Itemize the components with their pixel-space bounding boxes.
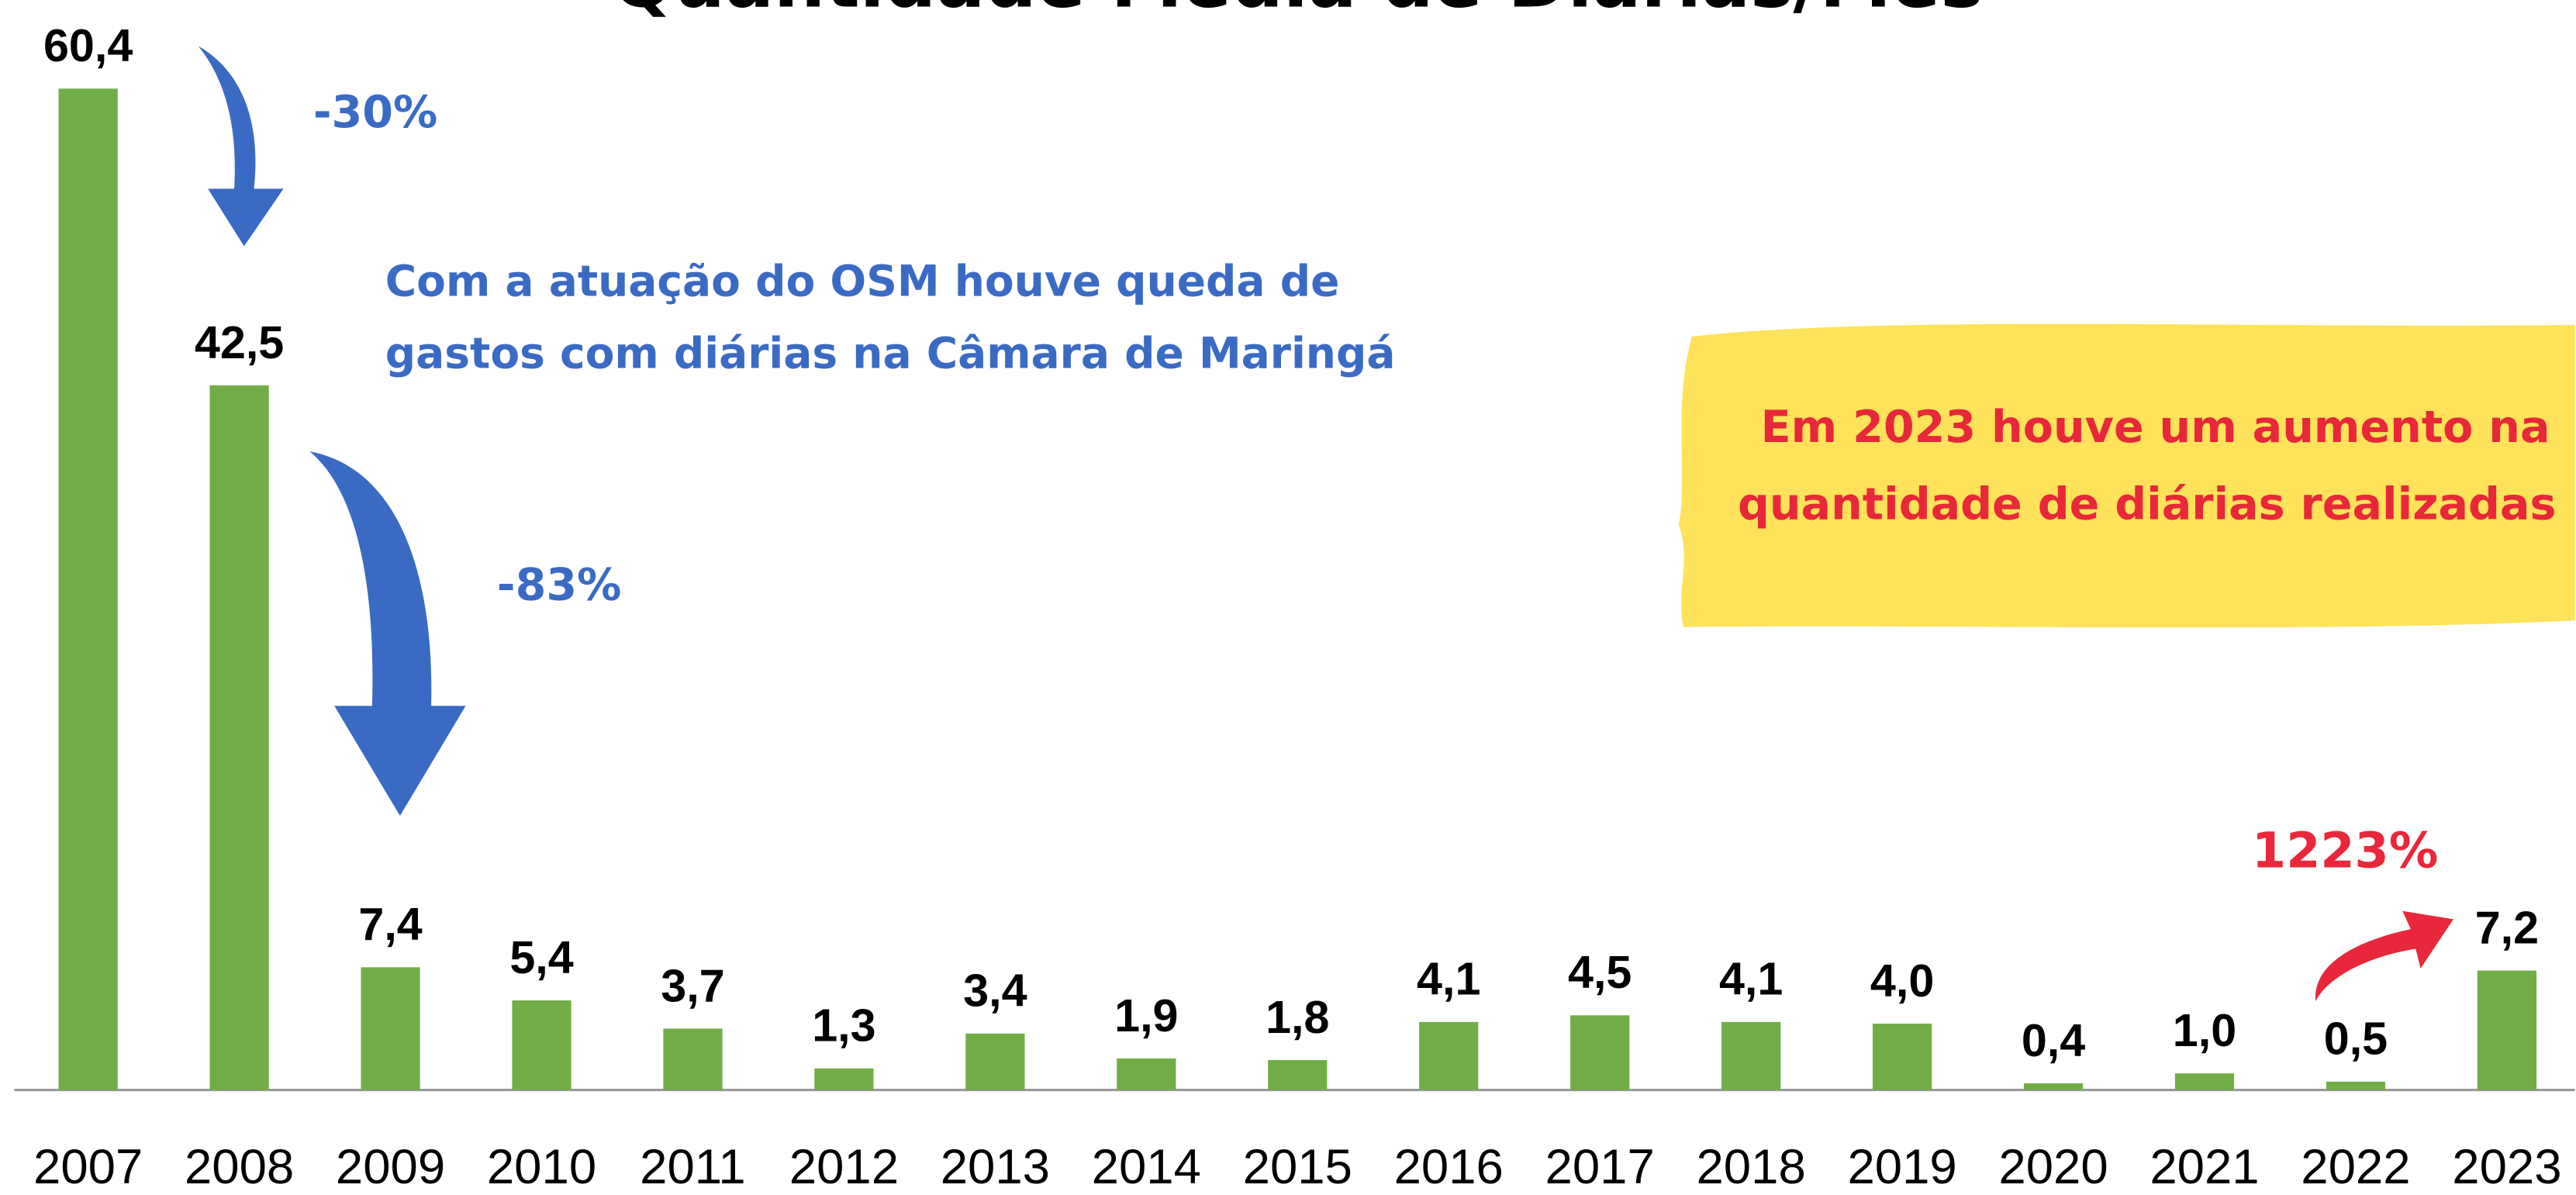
x-tick-label: 2011 <box>640 1140 746 1194</box>
x-tick-label: 2007 <box>33 1140 143 1194</box>
bar <box>59 88 118 1090</box>
bar <box>1419 1022 1478 1090</box>
x-tick-label: 2015 <box>1243 1140 1352 1194</box>
x-tick-label: 2022 <box>2301 1140 2410 1194</box>
x-tick-label: 2019 <box>1847 1140 1956 1194</box>
arrow <box>198 46 283 246</box>
bar <box>965 1034 1024 1090</box>
x-tick-label: 2008 <box>185 1140 294 1194</box>
annotation: -30% <box>313 87 437 138</box>
value-label: 1,0 <box>2173 1004 2236 1056</box>
x-tick-label: 2009 <box>336 1140 445 1194</box>
bar <box>2175 1073 2234 1090</box>
arrow <box>309 451 465 816</box>
value-label: 4,0 <box>1870 955 1934 1007</box>
x-tick-label: 2016 <box>1394 1140 1504 1194</box>
annotation: Com a atuação do OSM houve queda de <box>385 256 1340 306</box>
value-label: 0,4 <box>2022 1014 2085 1066</box>
value-label: 4,1 <box>1417 953 1480 1005</box>
value-label: 1,3 <box>812 1000 875 1052</box>
value-label: 7,4 <box>358 898 422 950</box>
bar <box>512 1000 571 1090</box>
value-label: 7,2 <box>2475 901 2539 953</box>
bar <box>1117 1059 1176 1090</box>
value-label: 3,4 <box>963 965 1027 1017</box>
bar <box>1721 1022 1780 1090</box>
annotation: quantidade de diárias realizadas <box>1738 479 2557 530</box>
value-label: 4,5 <box>1568 946 1632 998</box>
value-label: 42,5 <box>195 316 284 368</box>
x-tick-label: 2014 <box>1092 1140 1201 1194</box>
arrow <box>2315 911 2453 1001</box>
value-label: 4,1 <box>1719 953 1783 1005</box>
bar <box>2326 1082 2385 1090</box>
x-tick-label: 2012 <box>789 1140 899 1194</box>
bar <box>814 1069 873 1090</box>
annotation: gastos com diárias na Câmara de Maringá <box>385 328 1396 378</box>
bar <box>2024 1083 2083 1090</box>
chart: Quantidade Média de Diárias/Mês -30% -83… <box>0 0 2576 1195</box>
x-tick-label: 2023 <box>2452 1140 2561 1194</box>
chart-title: Quantidade Média de Diárias/Mês <box>613 0 1984 23</box>
annotation: -83% <box>497 559 622 610</box>
bar <box>1268 1060 1327 1090</box>
x-tick-label: 2017 <box>1545 1140 1655 1194</box>
x-tick-label: 2010 <box>487 1140 596 1194</box>
value-label: 60,4 <box>43 19 133 71</box>
bar <box>1570 1015 1629 1090</box>
annotation: 1223% <box>2252 821 2438 879</box>
bar <box>2478 971 2536 1090</box>
bar <box>210 385 269 1090</box>
value-label: 3,7 <box>661 959 724 1011</box>
value-label: 5,4 <box>509 931 573 983</box>
x-tick-label: 2018 <box>1697 1140 1806 1194</box>
value-label: 1,8 <box>1266 991 1329 1043</box>
bar <box>361 967 420 1090</box>
bar <box>1873 1024 1932 1090</box>
x-tick-label: 2021 <box>2150 1140 2259 1194</box>
bar <box>663 1028 722 1090</box>
page: Quantidade Média de Diárias/Mês -30% -83… <box>0 0 2576 1195</box>
highlight-brush <box>1679 324 2575 627</box>
x-tick-label: 2020 <box>1998 1140 2108 1194</box>
annotation: Em 2023 houve um aumento na <box>1761 402 2550 453</box>
value-label: 0,5 <box>2324 1013 2388 1065</box>
x-tick-label: 2013 <box>941 1140 1050 1194</box>
value-label: 1,9 <box>1114 990 1178 1041</box>
